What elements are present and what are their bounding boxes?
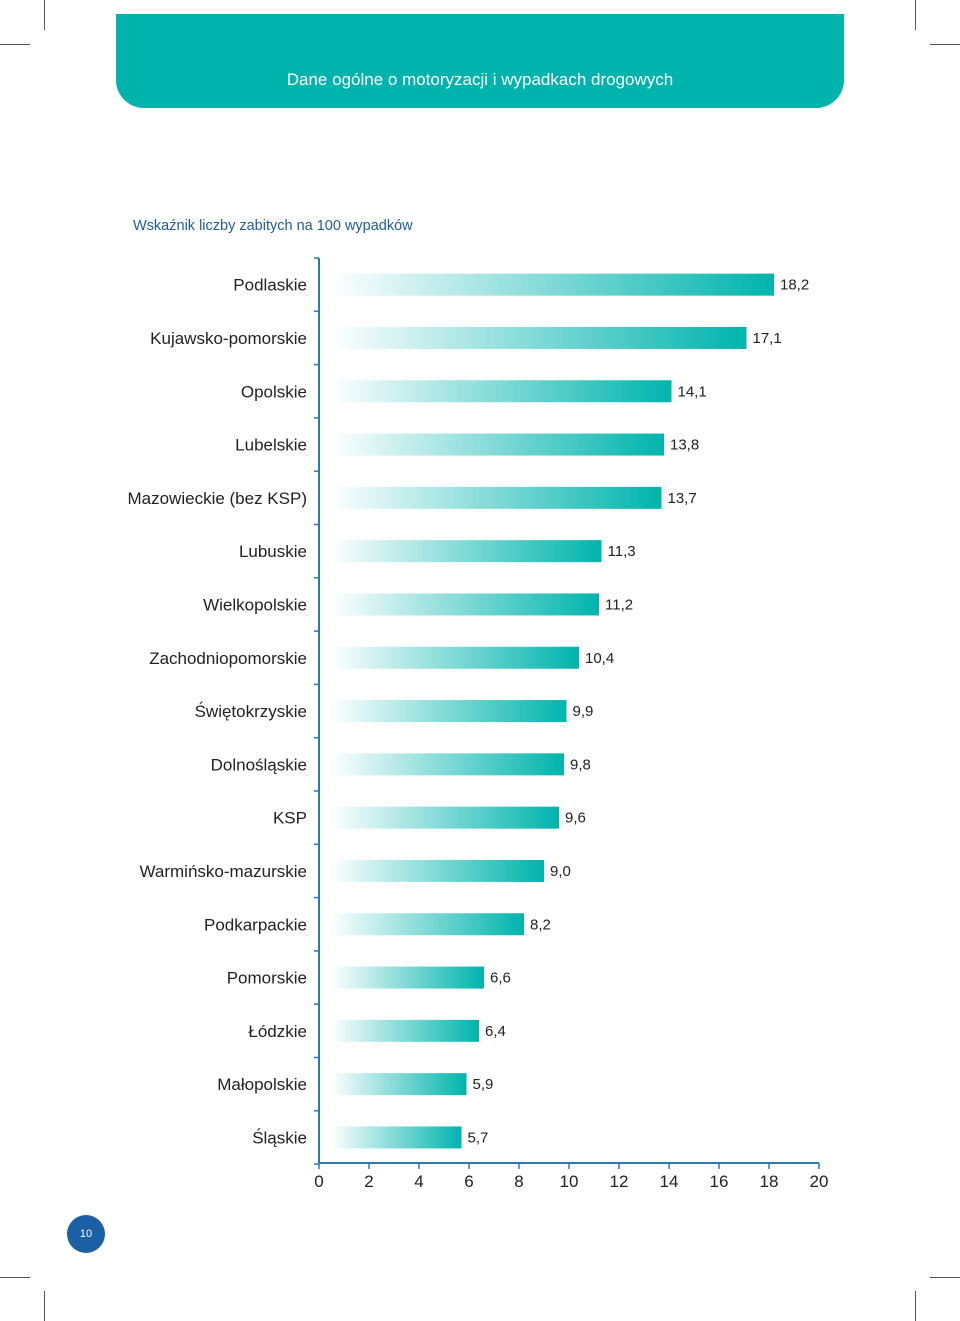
value-label: 13,7	[668, 490, 697, 507]
value-label: 10,4	[585, 650, 614, 667]
x-tick-label: 20	[810, 1172, 829, 1191]
bar	[330, 753, 564, 776]
bar	[330, 646, 579, 669]
x-tick-label: 0	[314, 1172, 323, 1191]
x-tick-label: 14	[660, 1172, 679, 1191]
bar	[330, 1019, 479, 1042]
category-label: Lubelskie	[235, 436, 307, 455]
category-label: Podkarpackie	[204, 915, 307, 934]
category-label: Kujawsko-pomorskie	[150, 329, 307, 348]
x-tick-label: 6	[464, 1172, 473, 1191]
x-tick-label: 18	[760, 1172, 779, 1191]
x-tick-label: 8	[514, 1172, 523, 1191]
bar	[330, 859, 544, 882]
crop-mark	[930, 44, 960, 45]
value-label: 6,6	[490, 970, 511, 987]
bar	[330, 540, 602, 563]
value-label: 9,8	[570, 756, 591, 773]
x-tick-label: 4	[414, 1172, 423, 1191]
value-label: 11,2	[605, 596, 633, 613]
value-label: 5,9	[473, 1076, 494, 1093]
crop-mark	[915, 0, 916, 30]
bar	[330, 486, 662, 509]
category-label: Lubuskie	[239, 542, 307, 561]
category-label: Mazowieckie (bez KSP)	[127, 489, 307, 508]
category-label: Wielkopolskie	[203, 595, 307, 614]
category-label: Pomorskie	[227, 969, 307, 988]
category-label: KSP	[273, 809, 307, 828]
bar	[330, 700, 567, 723]
bar	[330, 380, 672, 403]
value-label: 13,8	[670, 437, 699, 454]
crop-mark	[0, 44, 30, 45]
header-title: Dane ogólne o motoryzacji i wypadkach dr…	[286, 70, 674, 89]
x-tick-label: 16	[710, 1172, 729, 1191]
value-label: 6,4	[485, 1023, 506, 1040]
category-label: Opolskie	[241, 382, 307, 401]
category-label: Łódzkie	[248, 1022, 307, 1041]
x-tick-label: 10	[560, 1172, 579, 1191]
category-label: Podlaskie	[233, 276, 307, 295]
value-label: 18,2	[780, 277, 809, 294]
x-tick-label: 12	[610, 1172, 629, 1191]
crop-mark	[44, 0, 45, 30]
bar	[330, 806, 559, 829]
chart-title: Wskaźnik liczby zabitych na 100 wypadków	[133, 218, 413, 234]
crop-mark	[915, 1291, 916, 1321]
x-tick-label: 2	[364, 1172, 373, 1191]
bar	[330, 593, 599, 616]
bar	[330, 326, 747, 349]
page-number-badge: 10	[67, 1215, 105, 1253]
category-label: Warmińsko-mazurskie	[139, 862, 307, 881]
value-label: 9,9	[573, 703, 594, 720]
category-label: Małopolskie	[217, 1075, 307, 1094]
bar	[330, 273, 774, 296]
bar	[330, 966, 484, 989]
value-label: 14,1	[678, 383, 707, 400]
header-band	[116, 14, 844, 108]
category-label: Świętokrzyskie	[195, 702, 307, 721]
crop-mark	[0, 1277, 30, 1278]
crop-mark	[44, 1291, 45, 1321]
value-label: 11,3	[608, 543, 636, 560]
bar	[330, 913, 524, 936]
value-label: 8,2	[530, 916, 551, 933]
category-label: Dolnośląskie	[211, 755, 307, 774]
value-label: 17,1	[753, 330, 782, 347]
category-label: Zachodniopomorskie	[149, 649, 307, 668]
value-label: 5,7	[468, 1129, 489, 1146]
bar	[330, 1073, 467, 1096]
crop-mark	[930, 1277, 960, 1278]
bar	[330, 1126, 462, 1149]
category-label: Śląskie	[252, 1128, 307, 1147]
bar	[330, 433, 664, 456]
value-label: 9,6	[565, 810, 586, 827]
value-label: 9,0	[550, 863, 571, 880]
